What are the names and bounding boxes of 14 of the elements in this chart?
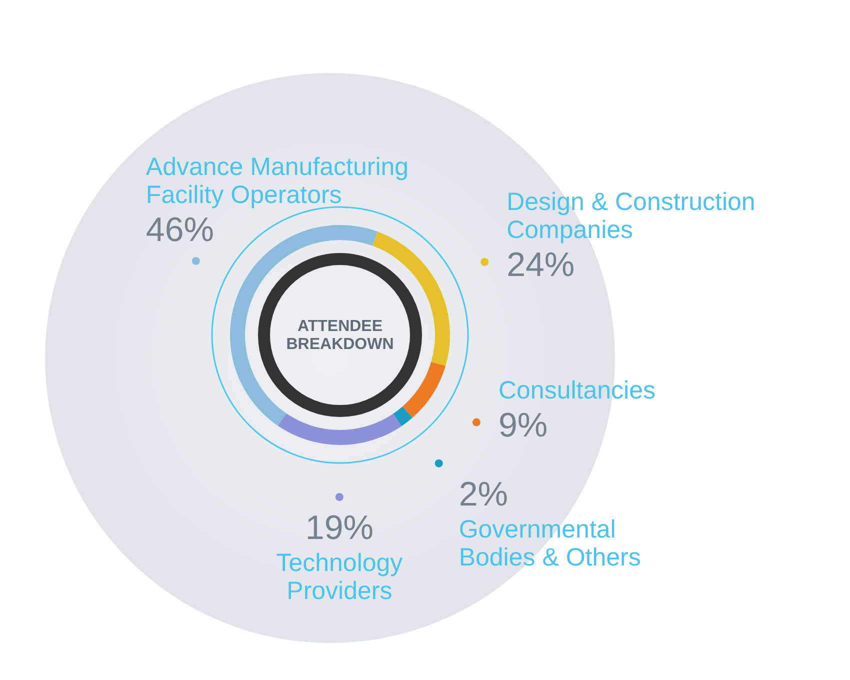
donut-slice <box>393 406 412 426</box>
slice-label: Design & Construction Companies <box>506 188 756 244</box>
slice-label: Advance Manufacturing Facility Operators <box>146 152 409 209</box>
slice-label: Technology Providers <box>276 549 404 605</box>
text: ATTENDEE BREAKDOWN <box>286 318 394 353</box>
data-label: 24% <box>506 246 575 284</box>
data-label: 9% <box>498 406 548 444</box>
data-label: 2% <box>458 475 508 514</box>
donut-slice <box>402 362 446 418</box>
data-label: 46% <box>146 210 214 249</box>
data-label: 19% <box>305 509 374 547</box>
slice-label: Consultancies <box>498 376 656 404</box>
donut-slice <box>278 413 402 445</box>
slice-label: Governmental Bodies & Others <box>458 515 641 572</box>
